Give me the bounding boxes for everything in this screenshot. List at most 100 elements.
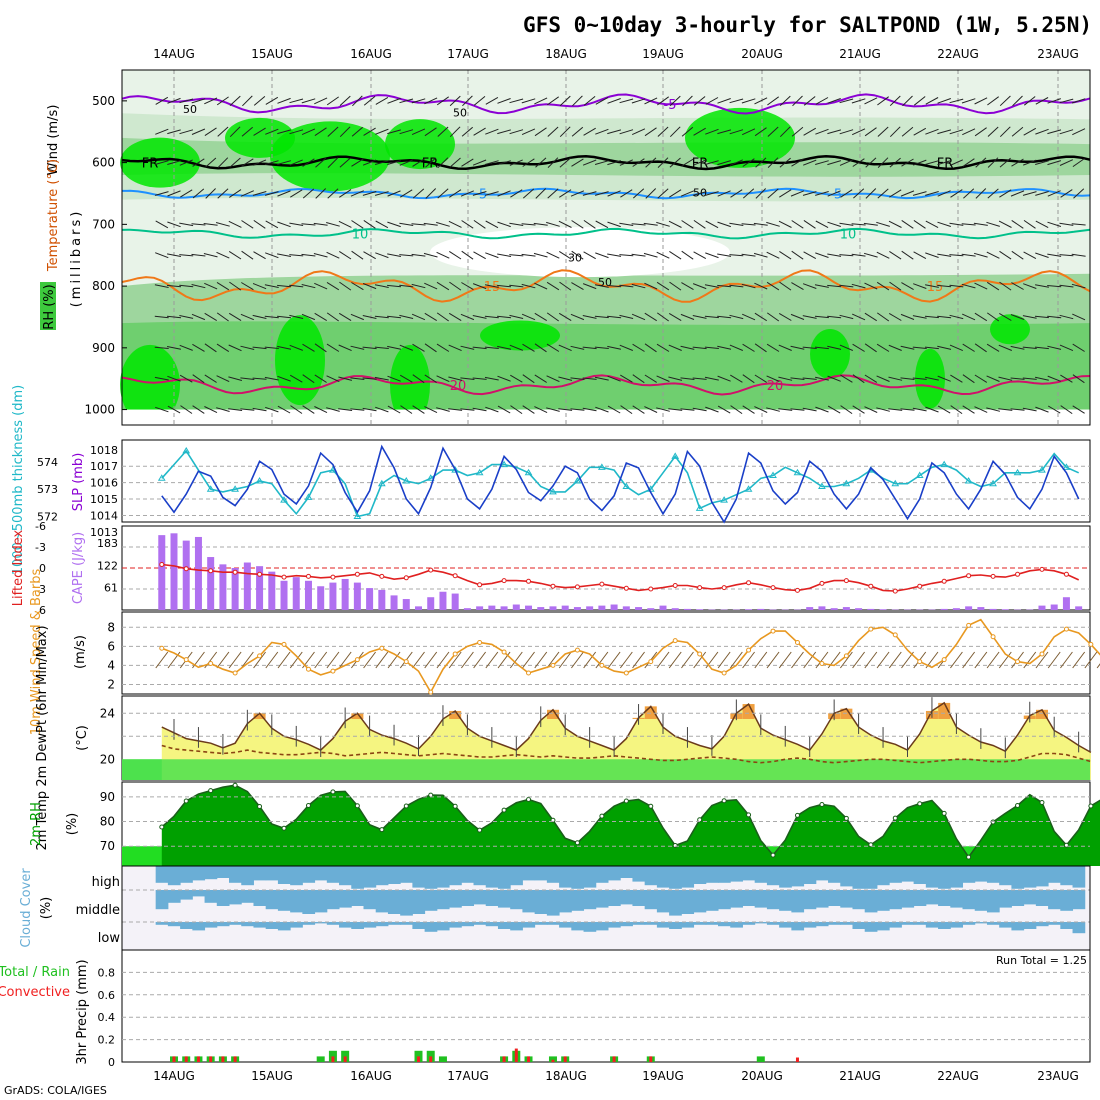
contour-10-label: 10 bbox=[352, 228, 369, 243]
cloud-cell-low bbox=[180, 922, 193, 929]
wind-barb bbox=[937, 190, 951, 197]
precip-conv-bar bbox=[417, 1056, 420, 1062]
wind-barb bbox=[1022, 346, 1037, 349]
surface-wind-barb bbox=[998, 651, 1012, 669]
rh-line-marker bbox=[1039, 800, 1045, 806]
wind-barb bbox=[657, 126, 669, 137]
wind-barb bbox=[913, 251, 927, 260]
wind-barb bbox=[351, 250, 364, 260]
wind-barb bbox=[717, 221, 731, 228]
wind-barb bbox=[924, 346, 939, 350]
surface-wind-barb bbox=[717, 651, 731, 669]
wind-barb bbox=[902, 95, 913, 107]
wind-barb bbox=[387, 315, 402, 319]
wind-barb bbox=[314, 406, 328, 414]
wind-barb bbox=[1072, 313, 1086, 321]
wind-barb bbox=[583, 127, 596, 136]
lifted-index-line-marker bbox=[257, 571, 263, 577]
cape-bar bbox=[500, 606, 508, 610]
wind-barb bbox=[559, 281, 572, 291]
wind-barb bbox=[241, 158, 254, 167]
wind-barb bbox=[962, 343, 975, 352]
thickness-line-marker bbox=[255, 477, 264, 484]
cape-bar bbox=[757, 608, 765, 610]
cloud-cell-middle bbox=[901, 890, 915, 908]
wind-barb bbox=[570, 408, 585, 411]
wind-barb bbox=[326, 312, 339, 322]
wind-barb bbox=[961, 313, 976, 321]
wind-barb bbox=[326, 251, 340, 259]
cloud-cell-low bbox=[559, 922, 572, 928]
wind-barb bbox=[974, 127, 987, 137]
wind-barb bbox=[374, 160, 389, 165]
surface-wind-barb bbox=[595, 651, 609, 669]
cloud-cell-middle bbox=[229, 890, 242, 905]
wind-barb bbox=[326, 96, 339, 106]
wind-barb bbox=[778, 408, 793, 411]
wind-barb bbox=[1047, 98, 1061, 104]
wind-speed-line-marker bbox=[379, 645, 385, 651]
wind-barb bbox=[350, 408, 365, 411]
wind-barb bbox=[792, 95, 803, 107]
wind-barb bbox=[191, 98, 206, 104]
wind-barb bbox=[741, 128, 756, 136]
wind-barb bbox=[692, 407, 707, 412]
cloud-cell-low bbox=[314, 922, 328, 924]
wind-barb bbox=[717, 375, 731, 382]
wind-barb bbox=[644, 97, 658, 105]
wind-barb bbox=[657, 188, 669, 199]
wind-barb bbox=[448, 220, 462, 228]
surface-wind-barb bbox=[791, 651, 804, 669]
pressure-tick-label: 700 bbox=[92, 217, 115, 231]
wind-barb bbox=[314, 343, 327, 353]
cloud-cell-middle bbox=[925, 890, 939, 905]
surface-wind-barb bbox=[265, 651, 279, 669]
wind-barb bbox=[350, 313, 364, 321]
top-date-label: 14AUG bbox=[153, 47, 195, 61]
wind-barb bbox=[362, 407, 377, 412]
wind-barb bbox=[802, 346, 817, 349]
wind-speed-line bbox=[161, 618, 1100, 694]
wind-barb bbox=[594, 376, 609, 381]
rh-band-low-moist bbox=[122, 321, 1090, 410]
wind-barb bbox=[167, 129, 181, 135]
rh-contour-label: 50 bbox=[453, 106, 467, 119]
cape-bar bbox=[280, 580, 288, 610]
wind-barb bbox=[338, 312, 352, 322]
cloud-cell-high bbox=[852, 866, 866, 889]
surface-wind-barb bbox=[986, 651, 1000, 669]
wind-barb bbox=[1071, 283, 1086, 289]
precip-conv-bar bbox=[563, 1056, 567, 1062]
wind-barb bbox=[534, 343, 547, 353]
wind-barb bbox=[314, 374, 327, 383]
wind-barb bbox=[228, 408, 243, 411]
wind-barb bbox=[363, 127, 376, 136]
wind-barb bbox=[900, 377, 915, 380]
rh-line-marker bbox=[159, 824, 165, 830]
wind-barb bbox=[802, 283, 817, 289]
wind-barb bbox=[473, 251, 486, 260]
wind-barb bbox=[363, 96, 376, 106]
wind-speed-line-marker bbox=[354, 657, 360, 663]
wind-barb bbox=[656, 221, 670, 227]
wind-tick: 6 bbox=[107, 639, 115, 653]
wind-barb bbox=[755, 188, 767, 199]
lifted-index-line-marker bbox=[746, 580, 752, 586]
wind-barb bbox=[216, 312, 229, 322]
cloud-cell-middle bbox=[938, 890, 951, 906]
wind-barb bbox=[484, 284, 499, 288]
wind-barb bbox=[889, 189, 902, 198]
wind-barb bbox=[802, 377, 817, 380]
wind-barb bbox=[937, 221, 951, 227]
wind-barb bbox=[767, 188, 779, 199]
surface-wind-barb bbox=[534, 651, 548, 669]
wind-barb bbox=[558, 344, 572, 352]
surface-wind-barb bbox=[375, 651, 389, 669]
wind-barb bbox=[264, 284, 279, 288]
wind-barb bbox=[901, 219, 914, 229]
cape-bar bbox=[879, 609, 887, 610]
cloud-cell-middle bbox=[876, 890, 890, 911]
wind-barb bbox=[900, 313, 915, 320]
